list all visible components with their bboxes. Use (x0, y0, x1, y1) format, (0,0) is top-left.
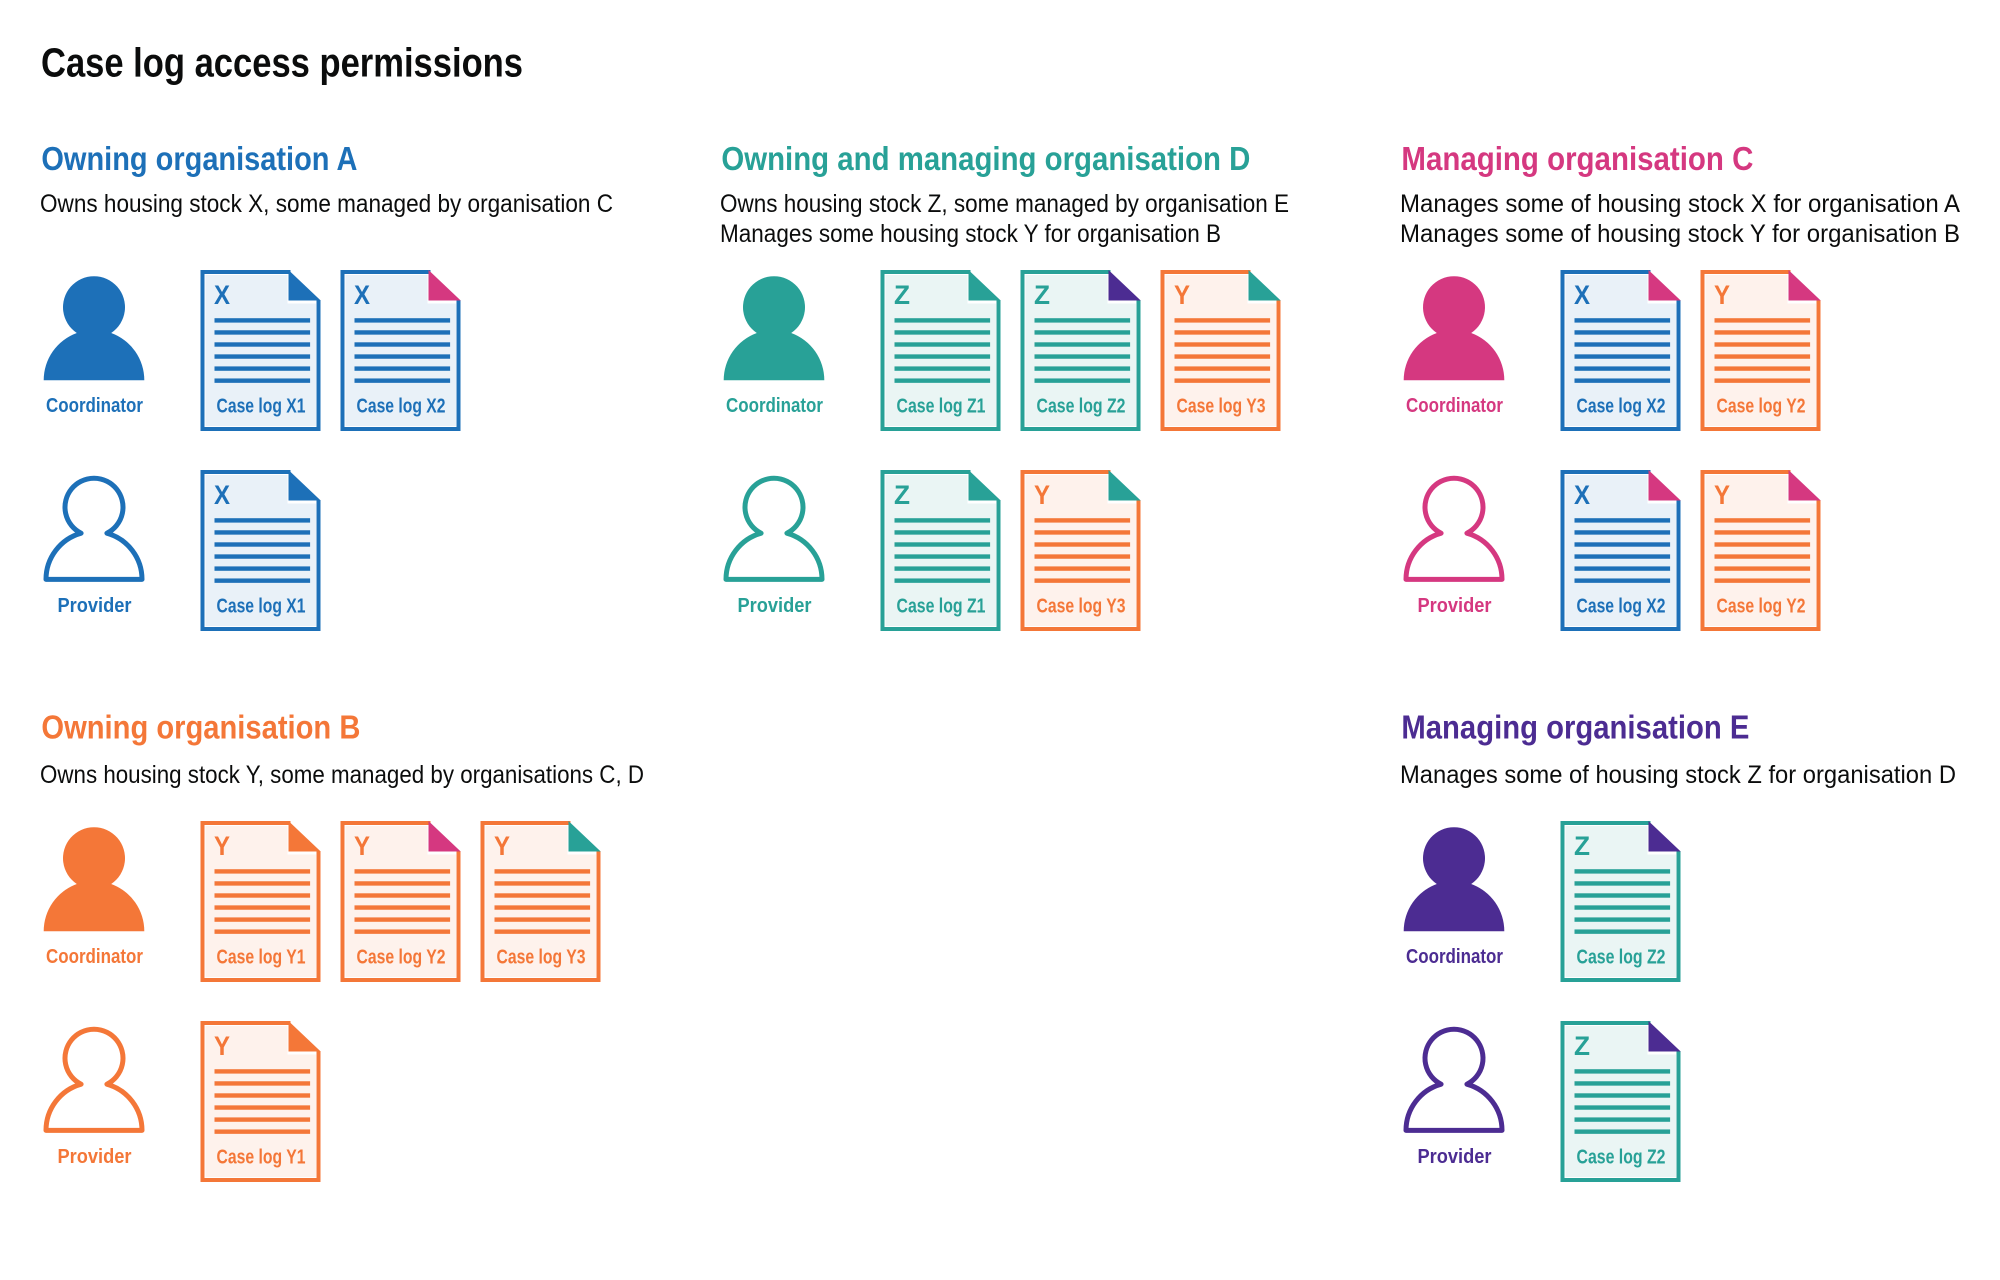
svg-text:Case log X1: Case log X1 (217, 595, 306, 617)
svg-text:Case log Z2: Case log Z2 (1037, 395, 1126, 417)
svg-text:X: X (1574, 280, 1590, 310)
svg-text:Case log Z1: Case log Z1 (897, 395, 986, 417)
svg-text:Manages some of housing stock: Manages some of housing stock Y for orga… (1400, 220, 1960, 248)
svg-text:Provider: Provider (738, 595, 812, 617)
svg-text:Z: Z (1574, 1031, 1590, 1061)
svg-text:Provider: Provider (1418, 595, 1492, 617)
svg-text:X: X (1574, 480, 1590, 510)
svg-text:Manages some of housing stock: Manages some of housing stock Z for orga… (1400, 761, 1956, 789)
svg-text:X: X (214, 480, 230, 510)
svg-text:Owning organisation A: Owning organisation A (41, 140, 357, 177)
svg-text:Coordinator: Coordinator (726, 395, 823, 417)
svg-text:Case log Z2: Case log Z2 (1577, 1146, 1666, 1168)
svg-text:Owns housing stock Z, some man: Owns housing stock Z, some managed by or… (720, 190, 1289, 218)
svg-text:Y: Y (1034, 480, 1050, 510)
svg-text:Coordinator: Coordinator (46, 395, 143, 417)
svg-text:Coordinator: Coordinator (1406, 395, 1503, 417)
svg-text:Manages some of housing stock: Manages some of housing stock X for orga… (1400, 190, 1960, 218)
svg-text:Case log X2: Case log X2 (1577, 395, 1666, 417)
svg-text:Case log Y3: Case log Y3 (1037, 595, 1126, 617)
svg-text:Y: Y (214, 831, 230, 861)
svg-text:Provider: Provider (58, 595, 132, 617)
svg-text:Case log Z2: Case log Z2 (1577, 946, 1666, 968)
svg-text:X: X (214, 280, 230, 310)
svg-text:Owns housing stock Y, some man: Owns housing stock Y, some managed by or… (40, 761, 644, 789)
svg-text:Coordinator: Coordinator (46, 946, 143, 968)
svg-text:X: X (354, 280, 370, 310)
svg-text:Coordinator: Coordinator (1406, 946, 1503, 968)
svg-text:Case log X2: Case log X2 (1577, 595, 1666, 617)
svg-text:Y: Y (1714, 480, 1730, 510)
svg-text:Z: Z (894, 480, 910, 510)
svg-text:Case log Y3: Case log Y3 (1177, 395, 1266, 417)
svg-text:Owns housing stock X, some man: Owns housing stock X, some managed by or… (40, 190, 613, 218)
svg-text:Y: Y (354, 831, 370, 861)
svg-text:Case log Z1: Case log Z1 (897, 595, 986, 617)
svg-text:Z: Z (894, 280, 910, 310)
svg-text:Case log X2: Case log X2 (357, 395, 446, 417)
svg-text:Case log Y3: Case log Y3 (497, 946, 586, 968)
svg-text:Y: Y (494, 831, 510, 861)
svg-text:Case log Y2: Case log Y2 (1717, 395, 1806, 417)
svg-text:Case log X1: Case log X1 (217, 395, 306, 417)
svg-text:Owning organisation B: Owning organisation B (41, 709, 360, 746)
svg-text:Y: Y (1174, 280, 1190, 310)
svg-text:Managing organisation C: Managing organisation C (1401, 140, 1753, 177)
svg-text:Case log Y1: Case log Y1 (217, 946, 306, 968)
svg-text:Provider: Provider (1418, 1146, 1492, 1168)
svg-text:Case log Y1: Case log Y1 (217, 1146, 306, 1168)
svg-text:Case log access permissions: Case log access permissions (41, 40, 523, 86)
svg-text:Z: Z (1034, 280, 1050, 310)
svg-text:Case log Y2: Case log Y2 (357, 946, 446, 968)
svg-text:Manages some housing stock Y f: Manages some housing stock Y for organis… (720, 220, 1221, 248)
svg-text:Y: Y (1714, 280, 1730, 310)
svg-text:Managing organisation E: Managing organisation E (1401, 709, 1749, 746)
svg-text:Provider: Provider (58, 1146, 132, 1168)
svg-text:Y: Y (214, 1031, 230, 1061)
svg-text:Case log Y2: Case log Y2 (1717, 595, 1806, 617)
svg-text:Z: Z (1574, 831, 1590, 861)
svg-text:Owning and managing organisati: Owning and managing organisation D (721, 140, 1250, 177)
